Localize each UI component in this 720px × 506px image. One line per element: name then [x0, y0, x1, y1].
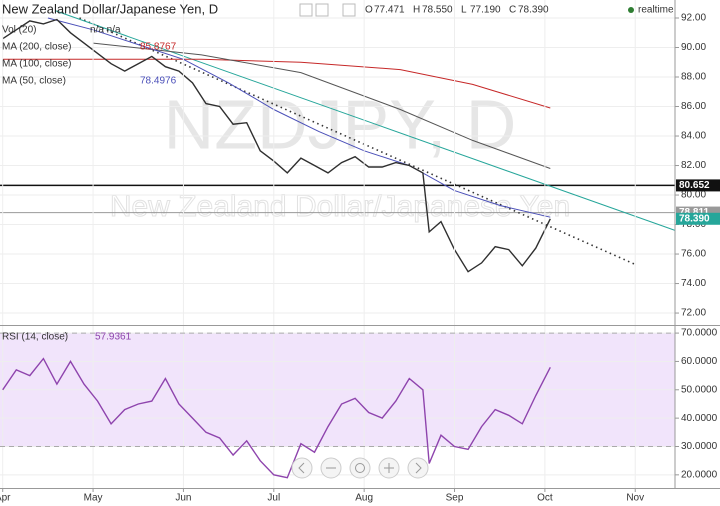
- y-tick-label: 30.0000: [681, 441, 718, 452]
- y-tick-label: 72.00: [681, 308, 706, 319]
- ohlc-value: 77.471: [374, 5, 405, 16]
- y-tick-label: 76.00: [681, 249, 706, 260]
- icon: [298, 462, 305, 474]
- ohlc-value: 77.190: [470, 5, 501, 16]
- ohlc-name: C: [509, 5, 516, 16]
- scroll-left-button[interactable]: [291, 457, 313, 479]
- volume-legend-name: Vol (20): [2, 25, 36, 36]
- x-tick-label: May: [84, 493, 103, 504]
- y-tick-label: 90.00: [681, 42, 706, 53]
- x-tick-label: Oct: [537, 493, 553, 504]
- legend-name: MA (100, close): [2, 59, 71, 70]
- x-tick-label: Apr: [0, 493, 11, 504]
- ohlc-name: H: [413, 5, 420, 16]
- x-tick-label: Aug: [355, 493, 373, 504]
- ohlc-name: L: [461, 5, 467, 16]
- y-tick-label: 88.00: [681, 72, 706, 83]
- realtime-dot: [628, 7, 634, 13]
- x-tick-label: Sep: [446, 493, 464, 504]
- last-price-label: 78.390: [679, 213, 710, 224]
- plot-area: [0, 0, 676, 488]
- icon[interactable]: [299, 3, 313, 17]
- y-tick-label: 40.0000: [681, 413, 718, 424]
- y-tick-label: 60.0000: [681, 356, 718, 367]
- ohlc-value: 78.550: [422, 5, 453, 16]
- ohlc-name: O: [365, 5, 373, 16]
- legend-name: MA (200, close): [2, 42, 71, 53]
- icon[interactable]: [315, 3, 329, 17]
- legend-value: 78.4976: [140, 76, 177, 87]
- legend: New Zealand Dollar/Japanese Yen, D realt…: [2, 1, 674, 342]
- toolbar-icons[interactable]: [299, 3, 356, 17]
- ma-line: [47, 17, 551, 218]
- icon: [384, 463, 394, 473]
- level-label: 78.811: [679, 207, 709, 218]
- x-tick-label: Jun: [175, 493, 191, 504]
- level-label-box: [676, 179, 720, 192]
- icon: [415, 462, 422, 474]
- legend-name: MA (50, close): [2, 76, 66, 87]
- y-tick-label: 70.0000: [681, 328, 718, 339]
- ohlc-value: 78.390: [518, 5, 549, 16]
- x-tick-label: Nov: [626, 493, 644, 504]
- price-line: [2, 357, 551, 479]
- zoom-controls: [291, 457, 429, 479]
- volume-legend-value: n/a n/a: [90, 25, 121, 36]
- watermark: NZDJPY, D: [164, 85, 517, 163]
- icon: [355, 463, 365, 473]
- last-price-box: [676, 212, 720, 225]
- pane-value: 57.9361: [95, 332, 132, 343]
- trendline: [54, 10, 676, 231]
- reset-button[interactable]: [349, 457, 371, 479]
- icon[interactable]: [342, 3, 356, 17]
- y-tick-label: 50.0000: [681, 384, 718, 395]
- chart-title: New Zealand Dollar/Japanese Yen, D: [2, 1, 218, 16]
- y-tick-label: 92.00: [681, 13, 706, 24]
- pane-title: RSI (14, close): [2, 332, 68, 343]
- level-label: 80.652: [679, 180, 710, 191]
- y-tick-label: 84.00: [681, 131, 706, 142]
- y-tick-label: 86.00: [681, 101, 706, 112]
- price-line: [2, 18, 551, 273]
- y-tick-label: 82.00: [681, 160, 706, 171]
- y-tick-label: 80.00: [681, 190, 706, 201]
- scroll-right-button[interactable]: [407, 457, 429, 479]
- ma-line: [2, 58, 551, 109]
- x-tick-label: Jul: [267, 493, 280, 504]
- legend-value: 85.8767: [140, 42, 177, 53]
- y-tick-label: 74.00: [681, 278, 706, 289]
- y-tick-label: 20.0000: [681, 469, 718, 480]
- status: realtime: [638, 5, 674, 16]
